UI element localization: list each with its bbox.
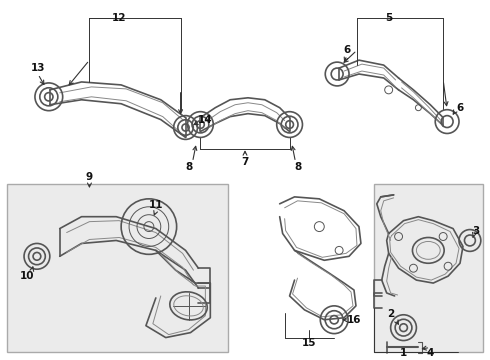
Text: 2: 2 <box>387 309 394 319</box>
Text: 14: 14 <box>198 114 213 125</box>
Text: 9: 9 <box>86 172 93 182</box>
Text: 13: 13 <box>31 63 45 73</box>
Text: 7: 7 <box>241 157 249 167</box>
Text: 12: 12 <box>112 13 126 23</box>
FancyBboxPatch shape <box>7 184 228 352</box>
FancyBboxPatch shape <box>374 184 483 352</box>
Text: 8: 8 <box>185 162 192 172</box>
Text: 15: 15 <box>302 338 317 347</box>
Text: 6: 6 <box>343 45 351 55</box>
Text: 16: 16 <box>347 315 361 325</box>
Text: 8: 8 <box>294 162 301 172</box>
Text: 6: 6 <box>456 103 464 113</box>
Text: 5: 5 <box>385 13 392 23</box>
Text: 10: 10 <box>20 271 34 281</box>
Text: 1: 1 <box>400 348 407 359</box>
Text: 4: 4 <box>427 348 434 359</box>
Text: 3: 3 <box>472 226 480 235</box>
Text: 11: 11 <box>148 200 163 210</box>
